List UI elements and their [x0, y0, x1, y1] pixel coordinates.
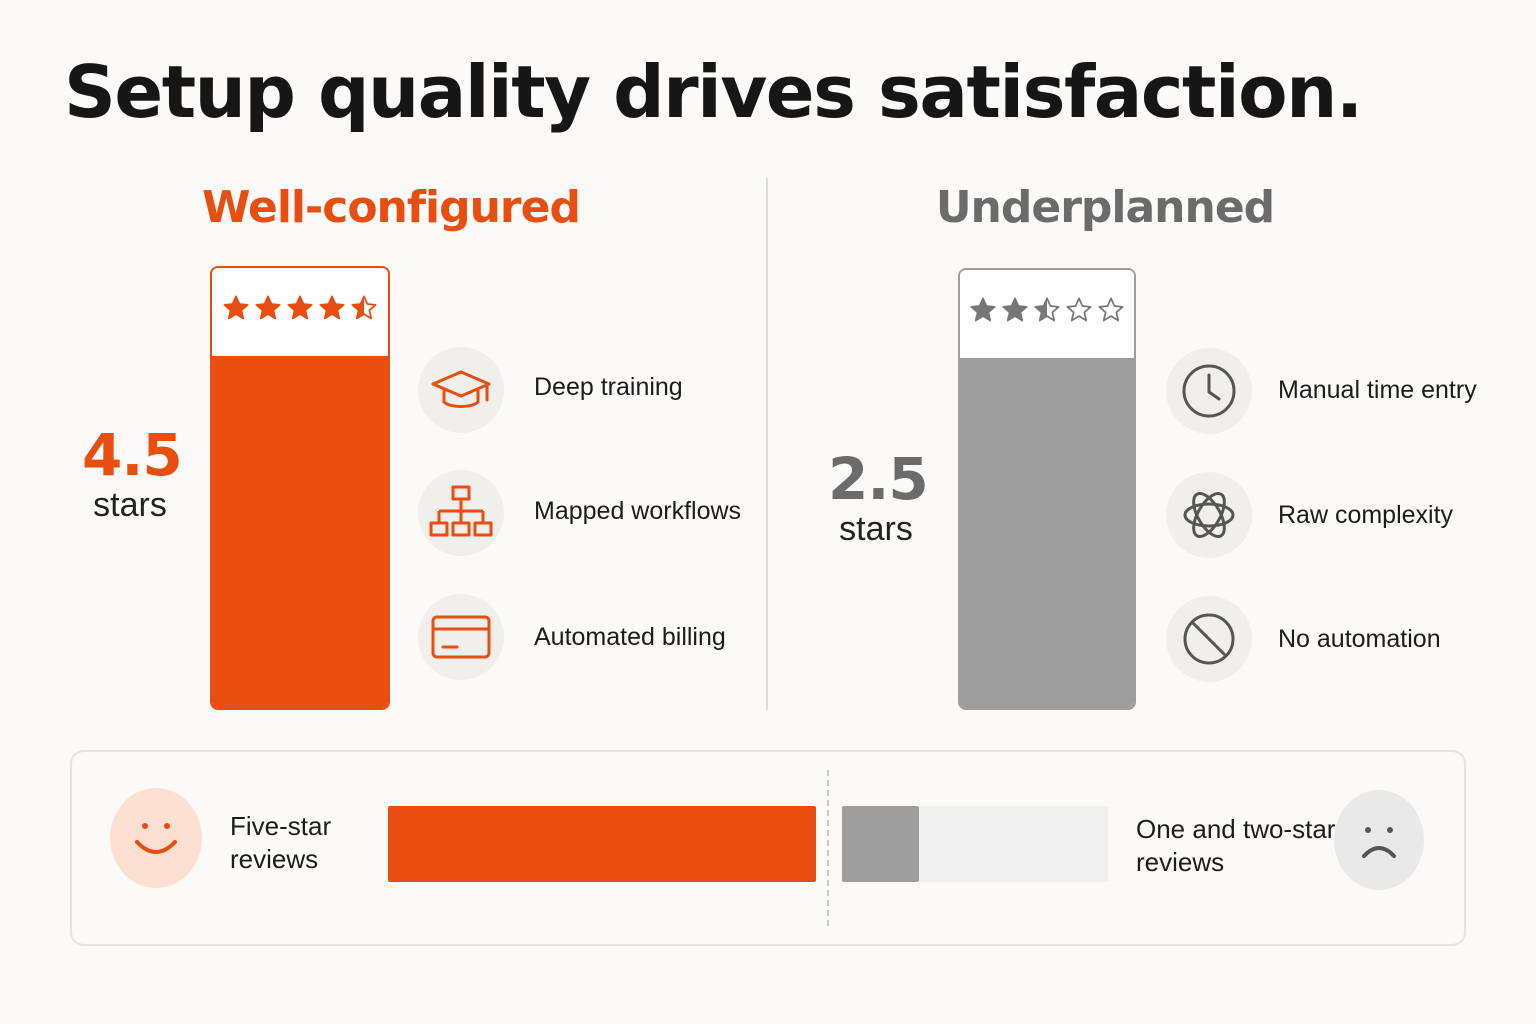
star-icon — [970, 297, 996, 322]
star-icon — [1002, 297, 1028, 322]
five-star-share-fill — [388, 806, 816, 882]
well-configured-title: Well-configured — [202, 182, 581, 233]
factor-label: Mapped workflows — [534, 497, 742, 525]
bar-header — [212, 268, 388, 356]
credit-card-icon — [418, 594, 504, 680]
factor-label: No automation — [1278, 625, 1441, 653]
score-value: 4.5 — [82, 421, 183, 489]
frowning-face-icon — [1334, 790, 1424, 890]
low-star-reviews-bar — [842, 806, 1108, 882]
underplanned-title: Underplanned — [935, 182, 1275, 233]
clock-icon — [1166, 348, 1252, 434]
split-divider — [827, 770, 829, 926]
column-divider — [766, 178, 768, 710]
factor-label: Deep training — [534, 373, 683, 401]
factor-label: Manual time entry — [1278, 376, 1477, 404]
well-configured-rating-bar — [210, 266, 390, 710]
score-unit: stars — [839, 510, 913, 548]
score-unit: stars — [93, 486, 167, 524]
star-icon — [351, 295, 377, 320]
underplanned-score: 2.5 stars — [828, 445, 929, 548]
smiling-face-icon — [110, 788, 202, 888]
tangled-knot-icon — [1166, 472, 1252, 558]
factor-label: Automated billing — [534, 623, 726, 651]
prohibited-icon — [1166, 596, 1252, 682]
factor-label: Raw complexity — [1278, 501, 1454, 529]
star-icon — [1066, 297, 1092, 322]
graduation-cap-icon — [418, 347, 504, 433]
bar-fill — [960, 358, 1134, 708]
workflow-hierarchy-icon — [418, 470, 504, 556]
star-rating — [960, 296, 1134, 324]
star-icon — [319, 295, 345, 320]
star-icon — [255, 295, 281, 320]
five-star-reviews-label: Five-star reviews — [230, 811, 332, 874]
score-value: 2.5 — [828, 445, 929, 513]
underplanned-rating-bar — [958, 268, 1136, 710]
bar-fill — [212, 356, 388, 708]
page-title: Setup quality drives satisfaction. — [64, 50, 1363, 134]
star-rating — [212, 294, 388, 322]
star-icon — [287, 295, 313, 320]
star-icon — [1034, 297, 1060, 322]
low-star-reviews-label: One and two-star reviews — [1136, 814, 1336, 877]
five-star-reviews-bar — [388, 806, 816, 882]
bar-header — [960, 270, 1134, 358]
star-icon — [1098, 297, 1124, 322]
low-star-share-fill — [842, 806, 920, 882]
well-configured-score: 4.5 stars — [82, 421, 183, 524]
star-icon — [223, 295, 249, 320]
